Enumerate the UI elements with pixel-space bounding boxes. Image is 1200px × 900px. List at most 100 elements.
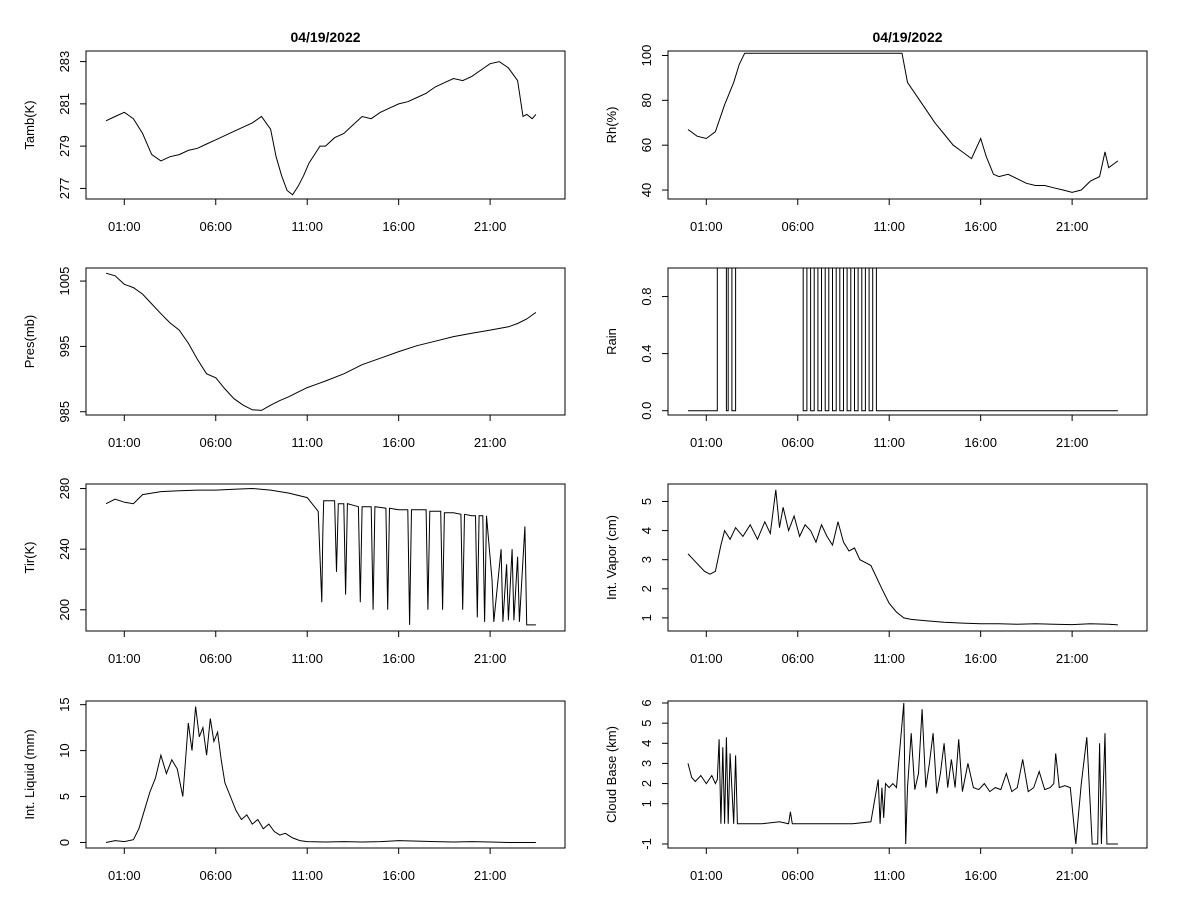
y-tick-label: 200	[57, 599, 72, 621]
y-axis-label: Rain	[604, 328, 619, 355]
x-tick-label: 16:00	[964, 651, 997, 666]
x-tick-label: 01:00	[108, 868, 141, 883]
x-tick-label: 01:00	[108, 435, 141, 450]
y-tick-label: 240	[57, 538, 72, 560]
x-tick-label: 06:00	[781, 219, 814, 234]
x-tick-label: 06:00	[199, 651, 232, 666]
plot-frame	[667, 50, 1148, 200]
y-tick-label: 100	[639, 45, 654, 67]
x-tick-label: 01:00	[690, 651, 723, 666]
series-line-1	[687, 702, 1118, 845]
series-line-1	[105, 706, 536, 843]
y-tick-label: 0	[57, 839, 72, 846]
x-tick-label: 21:00	[474, 219, 507, 234]
plot-frame	[85, 50, 566, 200]
x-tick-label: 11:00	[291, 435, 323, 450]
x-tick-label: 06:00	[781, 435, 814, 450]
y-axis-label: Cloud Base (km)	[604, 726, 619, 823]
y-tick-label: 2	[639, 585, 654, 592]
x-tick-label: 06:00	[199, 868, 232, 883]
x-tick-label: 16:00	[382, 651, 415, 666]
x-tick-label: 01:00	[690, 435, 723, 450]
series-line-1	[687, 52, 1119, 193]
y-tick-label: 277	[57, 178, 72, 200]
y-axis-label: Rh(%)	[604, 107, 619, 144]
x-tick-label: 16:00	[382, 219, 415, 234]
x-tick-label: 11:00	[291, 651, 323, 666]
plot-frame	[667, 267, 1148, 416]
plot-frame	[85, 483, 566, 632]
y-tick-label: 5	[639, 720, 654, 727]
y-tick-label: 5	[639, 498, 654, 505]
x-tick-label: 01:00	[690, 868, 723, 883]
x-tick-label: 21:00	[1056, 868, 1089, 883]
panel-1: 04/19/2022 Tamb(K) 277 279 281 283 01:00 06:00 1…	[22, 29, 566, 234]
y-tick-label: 10	[57, 743, 72, 757]
panel-4: Rain 0.0 0.4 0.8 01:00 06:00 11:00 16:00 21:00	[604, 267, 1148, 450]
y-tick-label: 283	[57, 51, 72, 73]
y-axis-label: Tir(K)	[22, 541, 37, 573]
series-line-1	[105, 487, 536, 626]
x-tick-label: 11:00	[873, 651, 905, 666]
y-tick-label: 60	[639, 138, 654, 152]
panel-6: Int. Vapor (cm) 1 2 3 4 5 01:00 06:00 11:00 16:00…	[604, 483, 1148, 666]
y-axis-label: Int. Vapor (cm)	[604, 515, 619, 600]
series-line-1	[688, 267, 1118, 412]
y-tick-label: 1005	[57, 267, 72, 296]
plot-frame	[667, 483, 1148, 632]
x-tick-label: 06:00	[199, 219, 232, 234]
y-tick-label: 1	[639, 614, 654, 621]
series-line-1	[105, 61, 537, 196]
y-tick-label: 15	[57, 697, 72, 711]
x-tick-label: 16:00	[964, 868, 997, 883]
x-tick-label: 06:00	[781, 651, 814, 666]
y-tick-label: 995	[57, 336, 72, 358]
y-tick-label: 1	[639, 800, 654, 807]
panel-5: Tir(K) 200 240 280 01:00 06:00 11:00 16:00 21:00	[22, 478, 566, 666]
y-tick-label: 280	[57, 478, 72, 500]
x-tick-label: 01:00	[108, 219, 141, 234]
y-axis-label: Int. Liquid (mm)	[22, 729, 37, 819]
y-tick-label: 0.4	[639, 345, 654, 363]
series-line-1	[687, 489, 1118, 626]
y-tick-label: 3	[639, 760, 654, 767]
y-axis-label: Pres(mb)	[22, 315, 37, 368]
y-tick-label: 3	[639, 556, 654, 563]
x-tick-label: 16:00	[382, 435, 415, 450]
y-tick-label: 2	[639, 780, 654, 787]
y-tick-label: -1	[639, 838, 654, 850]
y-tick-label: 6	[639, 699, 654, 706]
x-tick-label: 16:00	[964, 219, 997, 234]
y-tick-label: 40	[639, 183, 654, 197]
y-tick-label: 279	[57, 135, 72, 157]
x-tick-label: 11:00	[291, 868, 323, 883]
y-tick-label: 0.0	[639, 402, 654, 420]
panel-3: Pres(mb) 985 995 1005 01:00 06:00 11:00 16:00 21…	[22, 267, 566, 450]
x-tick-label: 06:00	[199, 435, 232, 450]
series-line-1	[105, 272, 537, 411]
y-tick-label: 0.8	[639, 288, 654, 306]
x-tick-label: 11:00	[873, 868, 905, 883]
x-tick-label: 21:00	[474, 868, 507, 883]
x-tick-label: 01:00	[690, 219, 723, 234]
plot-frame	[85, 267, 566, 416]
x-tick-label: 01:00	[108, 651, 141, 666]
plot-frame	[85, 700, 566, 849]
y-axis-label: Tamb(K)	[22, 100, 37, 149]
y-tick-label: 4	[639, 527, 654, 534]
plot-frame	[667, 700, 1148, 849]
x-tick-label: 21:00	[1056, 219, 1089, 234]
chart-title: 04/19/2022	[290, 29, 360, 45]
x-tick-label: 21:00	[1056, 651, 1089, 666]
x-tick-label: 21:00	[474, 651, 507, 666]
x-tick-label: 16:00	[382, 868, 415, 883]
y-tick-label: 4	[639, 740, 654, 747]
y-tick-label: 985	[57, 401, 72, 423]
panel-8: Cloud Base (km) -1 1 2 3 4 5 6 01:00 06:00 11:00 16…	[604, 699, 1148, 883]
x-tick-label: 11:00	[291, 219, 323, 234]
chart-title: 04/19/2022	[872, 29, 942, 45]
x-tick-label: 21:00	[1056, 435, 1089, 450]
y-tick-label: 5	[57, 793, 72, 800]
x-tick-label: 16:00	[964, 435, 997, 450]
